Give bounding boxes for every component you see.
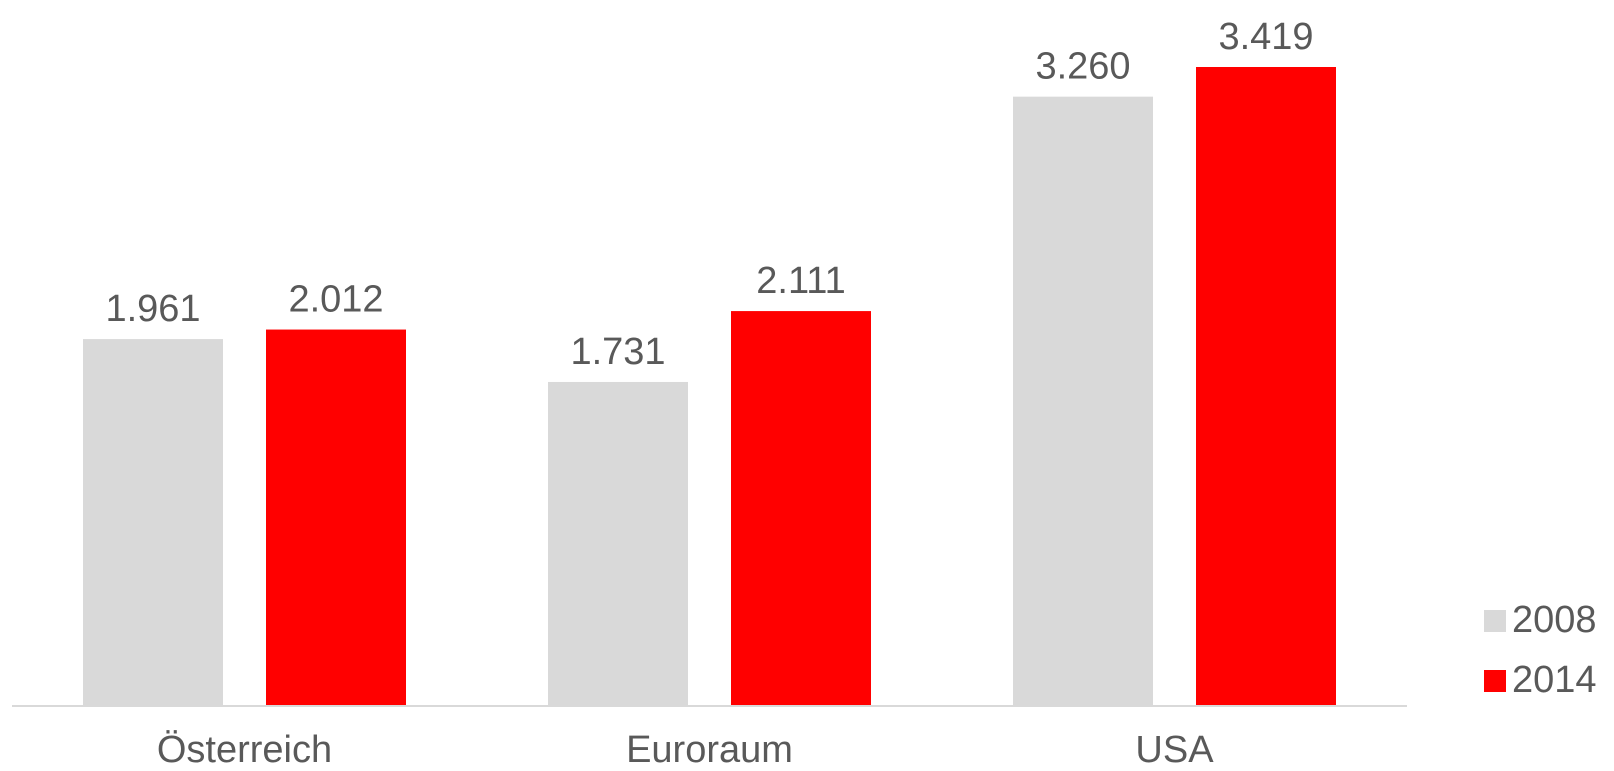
data-label-osterreich-2014: 2.012 [288, 279, 383, 321]
bar-usa-2014 [1196, 67, 1336, 705]
data-label-euroraum-2014: 2.111 [756, 260, 845, 302]
data-label-osterreich-2008: 1.961 [105, 288, 200, 330]
legend: 2008 2014 [1484, 599, 1597, 701]
bar-euroraum-2014 [731, 311, 871, 705]
bar-osterreich-2014 [266, 329, 406, 705]
category-label-usa: USA [1135, 729, 1214, 771]
legend-swatch-2008 [1484, 610, 1506, 632]
category-labels-layer: Österreich Euroraum USA [157, 729, 1214, 771]
bar-usa-2008 [1013, 96, 1153, 705]
legend-label-2014: 2014 [1512, 659, 1597, 701]
data-label-euroraum-2008: 1.731 [570, 331, 665, 373]
category-label-euroraum: Euroraum [626, 729, 793, 771]
data-label-usa-2014: 3.419 [1218, 16, 1313, 58]
legend-swatch-2014 [1484, 670, 1506, 692]
legend-label-2008: 2008 [1512, 599, 1597, 641]
bar-euroraum-2008 [548, 381, 688, 705]
bars-layer [83, 67, 1336, 705]
data-label-usa-2008: 3.260 [1035, 46, 1130, 88]
data-labels-layer: 1.961 2.012 1.731 2.111 3.260 3.419 [105, 16, 1313, 373]
bar-osterreich-2008 [83, 339, 223, 705]
category-label-osterreich: Österreich [157, 729, 332, 771]
